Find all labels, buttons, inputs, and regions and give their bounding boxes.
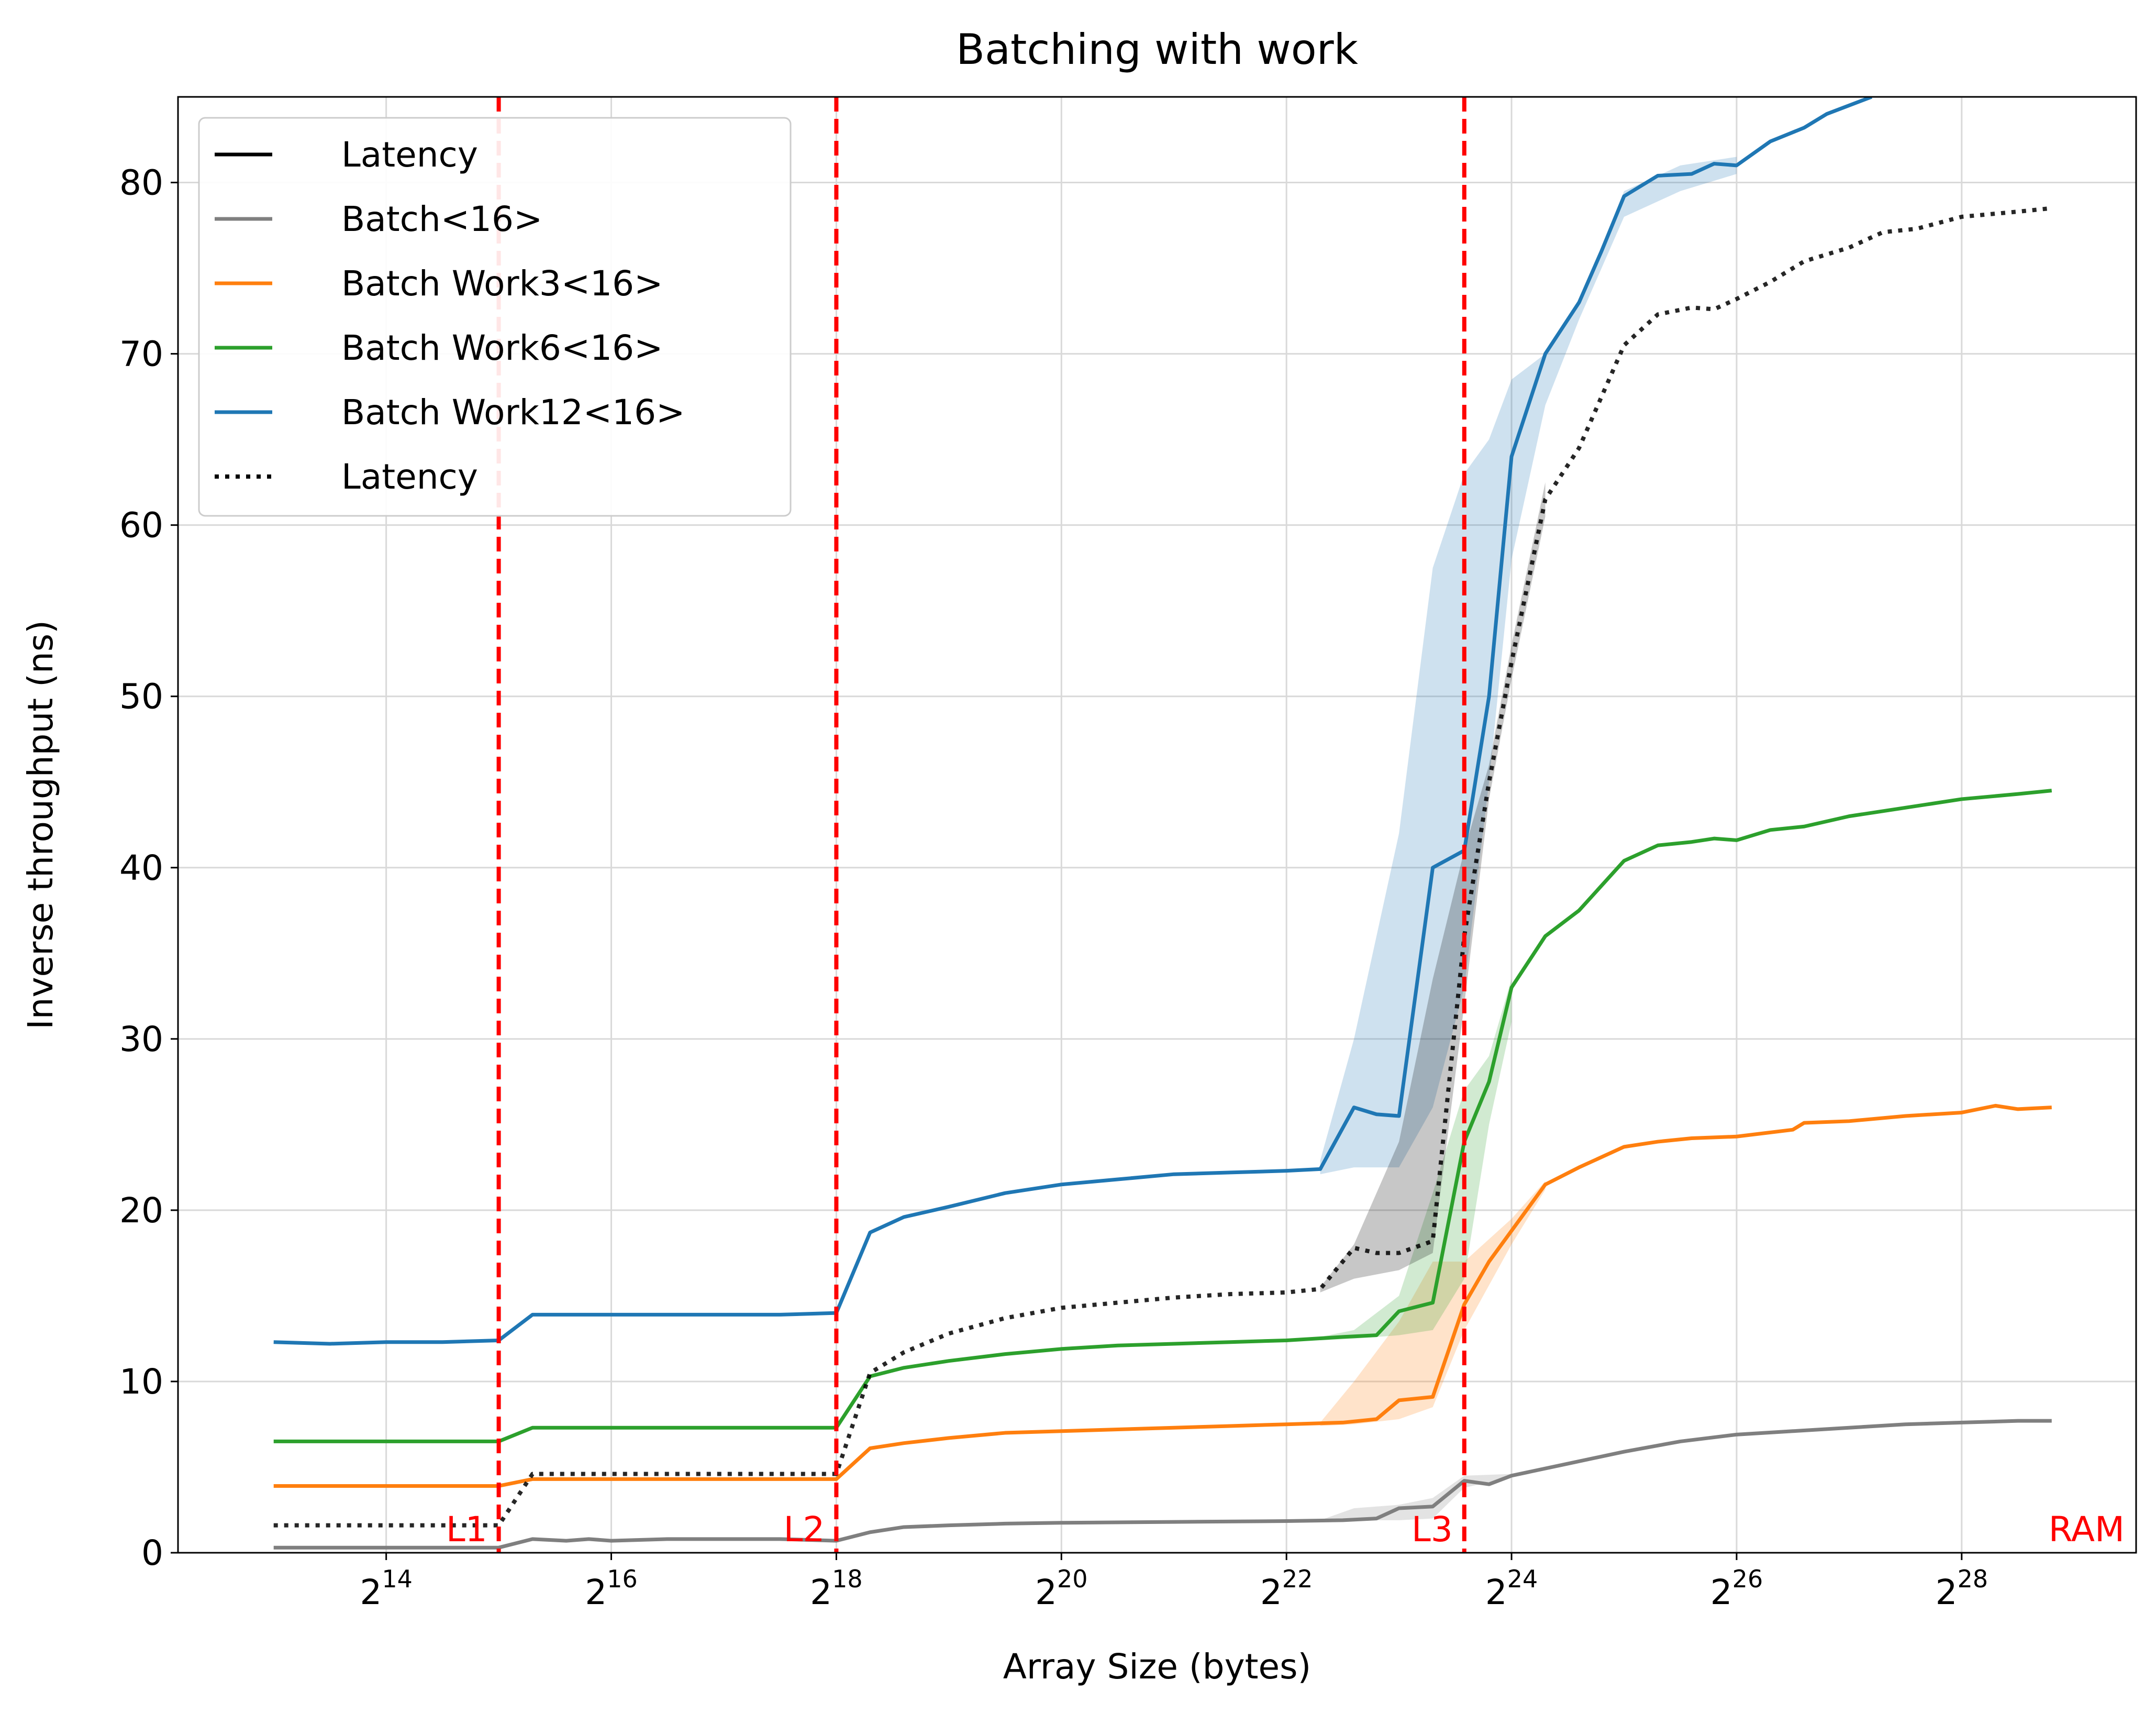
series-line <box>273 789 2052 1443</box>
legend-label: Batch Work6<16> <box>341 328 663 368</box>
y-axis-ticks: 0 10 20 30 40 50 60 70 80 <box>119 163 178 1573</box>
plot-frame <box>177 96 2137 1554</box>
y-tick-label: 40 <box>119 848 163 888</box>
y-tick-label: 20 <box>119 1190 163 1231</box>
legend: Latency Batch<16> Batch Work3<16> Batch Wor… <box>198 117 792 517</box>
series-line <box>273 1419 2052 1550</box>
y-tick-label: 0 <box>141 1533 163 1573</box>
cache-label: L3 <box>1412 1509 1453 1550</box>
x-tick-label: 216 <box>585 1565 638 1612</box>
y-tick-label: 60 <box>119 505 163 546</box>
x-axis-ticks: 214 216 218 220 222 224 226 228 <box>360 1553 1988 1612</box>
x-axis-label: Array Size (bytes) <box>1003 1646 1312 1687</box>
cache-label: L2 <box>784 1509 825 1550</box>
ram-label: RAM <box>2049 1509 2125 1550</box>
legend-label: Batch<16> <box>341 199 542 239</box>
x-tick-label: 224 <box>1485 1565 1538 1612</box>
chart-title: Batching with work <box>956 25 1359 74</box>
x-tick-label: 222 <box>1260 1565 1313 1612</box>
x-tick-label: 226 <box>1710 1565 1763 1612</box>
legend-label: Latency <box>341 135 478 175</box>
legend-label: Batch Work12<16> <box>341 392 685 433</box>
y-tick-label: 70 <box>119 334 163 374</box>
series-line <box>273 97 1873 1346</box>
x-tick-label: 228 <box>1936 1565 1988 1612</box>
legend-label: Batch Work3<16> <box>341 263 663 304</box>
x-tick-label: 220 <box>1035 1565 1088 1612</box>
x-tick-label: 218 <box>810 1565 863 1612</box>
y-tick-label: 10 <box>119 1362 163 1402</box>
confidence-band <box>1320 482 1546 1292</box>
legend-box <box>198 117 792 517</box>
series-line <box>273 1103 2052 1488</box>
y-tick-label: 50 <box>119 677 163 717</box>
series-line <box>273 206 2052 1528</box>
y-tick-label: 80 <box>119 163 163 203</box>
cache-label: L1 <box>446 1509 487 1550</box>
y-tick-label: 30 <box>119 1019 163 1059</box>
series-lines <box>273 97 2052 1550</box>
x-tick-label: 214 <box>360 1565 413 1612</box>
y-axis-label: Inverse throughput (ns) <box>20 620 61 1030</box>
legend-label: Latency <box>341 457 478 497</box>
